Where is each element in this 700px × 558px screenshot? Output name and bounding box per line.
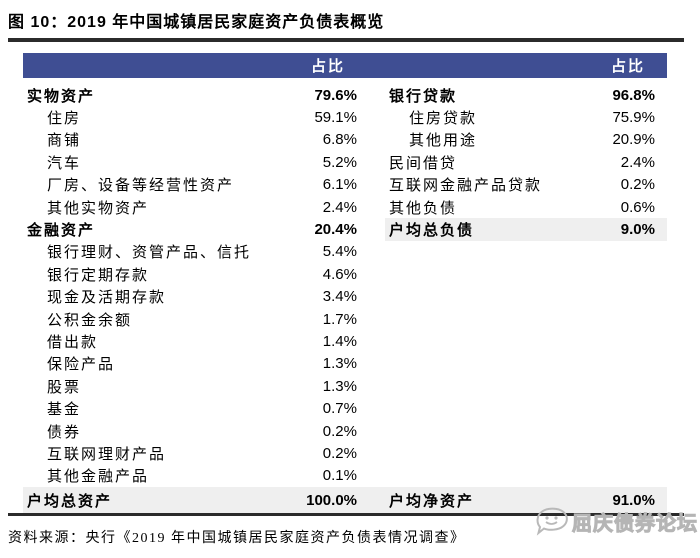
table-row: 厂房、设备等经营性资产 6.1% bbox=[23, 174, 360, 196]
row-label: 其他负债 bbox=[389, 200, 458, 217]
assets-share-header: 占比 bbox=[310, 59, 345, 75]
row-value: 0.2% bbox=[620, 176, 655, 194]
row-value: 0.6% bbox=[620, 198, 655, 216]
table-row: 债券 0.2% bbox=[23, 420, 360, 442]
liabilities-column: 银行贷款 96.8% 住房贷款 75.9% 其他用途 20.9% 民间借贷 2.… bbox=[385, 84, 667, 487]
row-label: 商铺 bbox=[47, 133, 82, 150]
net-assets-cell: 户均净资产 91.0% bbox=[385, 490, 667, 511]
net-assets-value: 91.0% bbox=[612, 491, 655, 509]
table-row: 互联网金融产品贷款 0.2% bbox=[385, 174, 667, 196]
watermark: 屈庆债券论坛 bbox=[535, 506, 698, 536]
row-value: 0.1% bbox=[322, 467, 357, 485]
table-row: 银行贷款 96.8% bbox=[385, 84, 667, 106]
row-value: 1.3% bbox=[322, 377, 357, 395]
row-value: 5.4% bbox=[322, 243, 357, 261]
row-label: 公积金余额 bbox=[47, 312, 133, 329]
row-label: 互联网金融产品贷款 bbox=[389, 178, 543, 195]
row-value: 79.6% bbox=[314, 86, 357, 104]
row-value: 0.2% bbox=[322, 422, 357, 440]
table-row: 其他金融产品 0.1% bbox=[23, 465, 360, 487]
table-row: 金融资产 20.4% bbox=[23, 218, 360, 240]
table-row: 互联网理财产品 0.2% bbox=[23, 442, 360, 464]
table-row: 公积金余额 1.7% bbox=[23, 308, 360, 330]
row-label: 实物资产 bbox=[27, 88, 96, 105]
chat-smiley-icon bbox=[536, 507, 568, 536]
table-row: 住房贷款 75.9% bbox=[385, 106, 667, 128]
row-label: 保险产品 bbox=[47, 357, 116, 374]
row-value: 4.6% bbox=[322, 265, 357, 283]
table-body: 实物资产 79.6% 住房 59.1% 商铺 6.8% 汽车 5.2% 厂房、设… bbox=[23, 84, 667, 487]
liabilities-share-header: 占比 bbox=[610, 59, 645, 75]
table-row: 基金 0.7% bbox=[23, 397, 360, 419]
row-value: 1.4% bbox=[322, 332, 357, 350]
row-value: 0.2% bbox=[322, 444, 357, 462]
bottom-rule bbox=[8, 513, 684, 516]
row-label: 其他用途 bbox=[409, 133, 478, 150]
row-label: 股票 bbox=[47, 379, 82, 396]
table-row: 银行理财、资管产品、信托 5.4% bbox=[23, 241, 360, 263]
row-value: 1.3% bbox=[322, 355, 357, 373]
row-value: 9.0% bbox=[620, 221, 655, 239]
table-row: 住房 59.1% bbox=[23, 106, 360, 128]
title-rule bbox=[8, 38, 684, 42]
row-value: 20.9% bbox=[612, 131, 655, 149]
row-value: 3.4% bbox=[322, 288, 357, 306]
row-label: 债券 bbox=[47, 424, 82, 441]
total-assets-cell: 户均总资产 100.0% bbox=[23, 490, 360, 511]
column-gap bbox=[360, 84, 385, 487]
net-assets-label: 户均净资产 bbox=[389, 493, 475, 510]
row-label: 基金 bbox=[47, 402, 82, 419]
table-row: 户均总负债 9.0% bbox=[385, 218, 667, 241]
table-row: 保险产品 1.3% bbox=[23, 353, 360, 375]
table-row: 汽车 5.2% bbox=[23, 151, 360, 173]
figure-title: 图 10：2019 年中国城镇居民家庭资产负债表概览 bbox=[8, 14, 385, 31]
row-label: 其他金融产品 bbox=[47, 469, 150, 486]
source-note: 资料来源：央行《2019 年中国城镇居民家庭资产负债表情况调查》 bbox=[8, 531, 466, 546]
table-row: 实物资产 79.6% bbox=[23, 84, 360, 106]
total-assets-label: 户均总资产 bbox=[27, 493, 113, 510]
assets-column: 实物资产 79.6% 住房 59.1% 商铺 6.8% 汽车 5.2% 厂房、设… bbox=[23, 84, 360, 487]
row-value: 2.4% bbox=[620, 153, 655, 171]
table-row: 民间借贷 2.4% bbox=[385, 151, 667, 173]
row-value: 0.7% bbox=[322, 400, 357, 418]
table-row: 现金及活期存款 3.4% bbox=[23, 286, 360, 308]
row-label: 银行理财、资管产品、信托 bbox=[47, 245, 252, 262]
balance-sheet-table: 占比 占比 实物资产 79.6% 住房 59.1% 商铺 6.8% 汽车 5.2… bbox=[23, 53, 667, 514]
table-row: 银行定期存款 4.6% bbox=[23, 263, 360, 285]
row-label: 银行定期存款 bbox=[47, 267, 150, 284]
table-row: 其他负债 0.6% bbox=[385, 196, 667, 218]
row-label: 银行贷款 bbox=[389, 88, 458, 105]
row-label: 民间借贷 bbox=[389, 155, 458, 172]
row-label: 厂房、设备等经营性资产 bbox=[47, 178, 235, 195]
watermark-text: 屈庆债券论坛 bbox=[572, 512, 698, 535]
table-header-bar: 占比 占比 bbox=[23, 53, 667, 78]
row-label: 户均总负债 bbox=[389, 223, 475, 240]
row-label: 住房贷款 bbox=[409, 111, 478, 128]
total-assets-value: 100.0% bbox=[306, 491, 357, 509]
row-value: 6.1% bbox=[322, 176, 357, 194]
row-label: 金融资产 bbox=[27, 223, 96, 240]
row-label: 现金及活期存款 bbox=[47, 290, 167, 307]
table-row: 商铺 6.8% bbox=[23, 129, 360, 151]
row-value: 59.1% bbox=[314, 109, 357, 127]
table-row: 借出款 1.4% bbox=[23, 330, 360, 352]
row-label: 借出款 bbox=[47, 334, 99, 351]
table-row: 其他实物资产 2.4% bbox=[23, 196, 360, 218]
table-row: 股票 1.3% bbox=[23, 375, 360, 397]
row-value: 20.4% bbox=[314, 221, 357, 239]
row-value: 96.8% bbox=[612, 86, 655, 104]
row-value: 6.8% bbox=[322, 131, 357, 149]
row-value: 5.2% bbox=[322, 153, 357, 171]
row-value: 75.9% bbox=[612, 109, 655, 127]
totals-row: 户均总资产 100.0% 户均净资产 91.0% bbox=[23, 487, 667, 514]
table-row: 其他用途 20.9% bbox=[385, 129, 667, 151]
row-label: 住房 bbox=[47, 111, 82, 128]
row-label: 其他实物资产 bbox=[47, 200, 150, 217]
row-value: 1.7% bbox=[322, 310, 357, 328]
row-label: 汽车 bbox=[47, 155, 82, 172]
row-label: 互联网理财产品 bbox=[47, 446, 167, 463]
row-value: 2.4% bbox=[322, 198, 357, 216]
